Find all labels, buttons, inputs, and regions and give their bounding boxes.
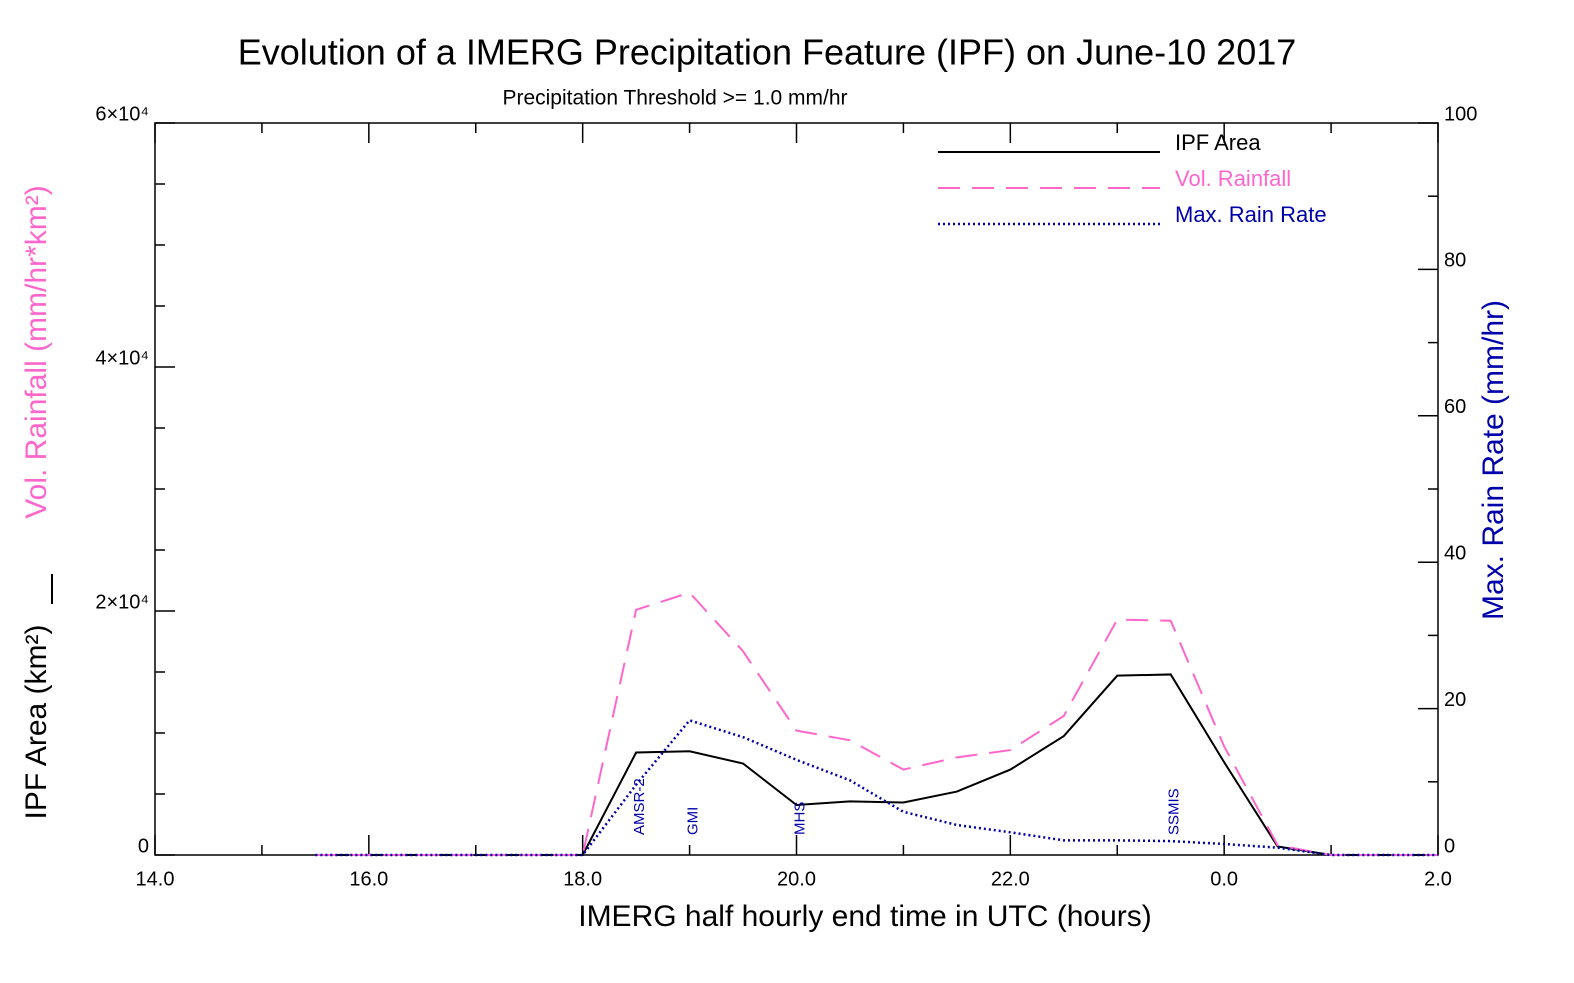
x-tick-label: 2.0 [1424,868,1452,890]
x-axis-label: IMERG half hourly end time in UTC (hours… [578,900,1152,933]
series-line [315,673,1438,856]
annotation: GMI [685,807,702,835]
y-tick-label: 6×10⁴ [95,103,149,125]
x-tick-label: 18.0 [563,868,602,890]
chart-title: Evolution of a IMERG Precipitation Featu… [238,32,1297,73]
plot-frame [154,122,1439,856]
annotation: SSMIS [1166,788,1183,835]
x-tick-label: 22.0 [991,868,1030,890]
x-tick-label: 20.0 [777,868,816,890]
legend-label: Vol. Rainfall [1175,166,1291,191]
chart-subtitle: Precipitation Threshold >= 1.0 mm/hr [502,87,847,110]
y-axis-label: Vol. Rainfall (mm/hr*km²) [20,185,53,518]
y2-tick-label: 0 [1444,835,1455,857]
x-tick-label: 14.0 [136,868,175,890]
y-tick-label: 0 [138,835,149,857]
y2-tick-label: 40 [1444,542,1466,564]
y2-axis-label: Max. Rain Rate (mm/hr) [1477,300,1510,620]
y-tick-label: 4×10⁴ [95,347,149,369]
y-tick-label: 2×10⁴ [95,591,149,613]
annotation: AMSR-2 [631,778,648,835]
y2-tick-label: 100 [1444,103,1477,125]
legend-label: IPF Area [1175,130,1261,155]
y2-tick-label: 20 [1444,689,1466,711]
annotation: MHS [791,802,808,835]
legend-label: Max. Rain Rate [1175,202,1327,227]
y2-tick-label: 80 [1444,250,1466,272]
series-line [315,718,1438,857]
y2-tick-label: 60 [1444,396,1466,418]
y-axis-label: IPF Area (km²) [20,624,53,819]
x-tick-label: 16.0 [349,868,388,890]
series-line [315,591,1438,856]
x-tick-label: 0.0 [1210,868,1238,890]
